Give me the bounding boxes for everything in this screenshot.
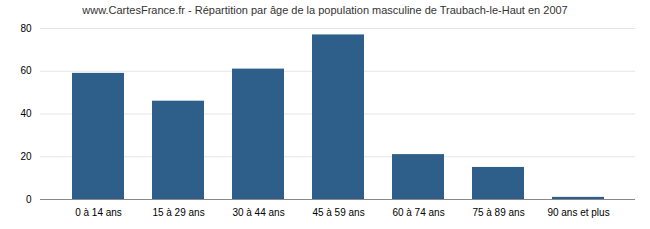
html-text:www.CartesFrance.fr - Répartit: www.CartesFrance.fr - Répartition par âg… — [82, 4, 568, 16]
svg-text:15 à 29 ans: 15 à 29 ans — [152, 207, 204, 218]
svg-text:0 à 14 ans: 0 à 14 ans — [75, 207, 122, 218]
svg-text:40: 40 — [20, 108, 32, 119]
svg-text:75 à 89 ans: 75 à 89 ans — [472, 207, 524, 218]
svg-text:30 à 44 ans: 30 à 44 ans — [232, 207, 284, 218]
svg-text:60 à 74 ans: 60 à 74 ans — [392, 207, 444, 218]
svg-text:45 à 59 ans: 45 à 59 ans — [312, 207, 364, 218]
svg-text:0: 0 — [26, 194, 32, 205]
svg-text:80: 80 — [20, 23, 32, 34]
svg-text:20: 20 — [20, 151, 32, 162]
svg-text:60: 60 — [20, 65, 32, 76]
svg-text:90 ans et plus: 90 ans et plus — [547, 207, 609, 218]
